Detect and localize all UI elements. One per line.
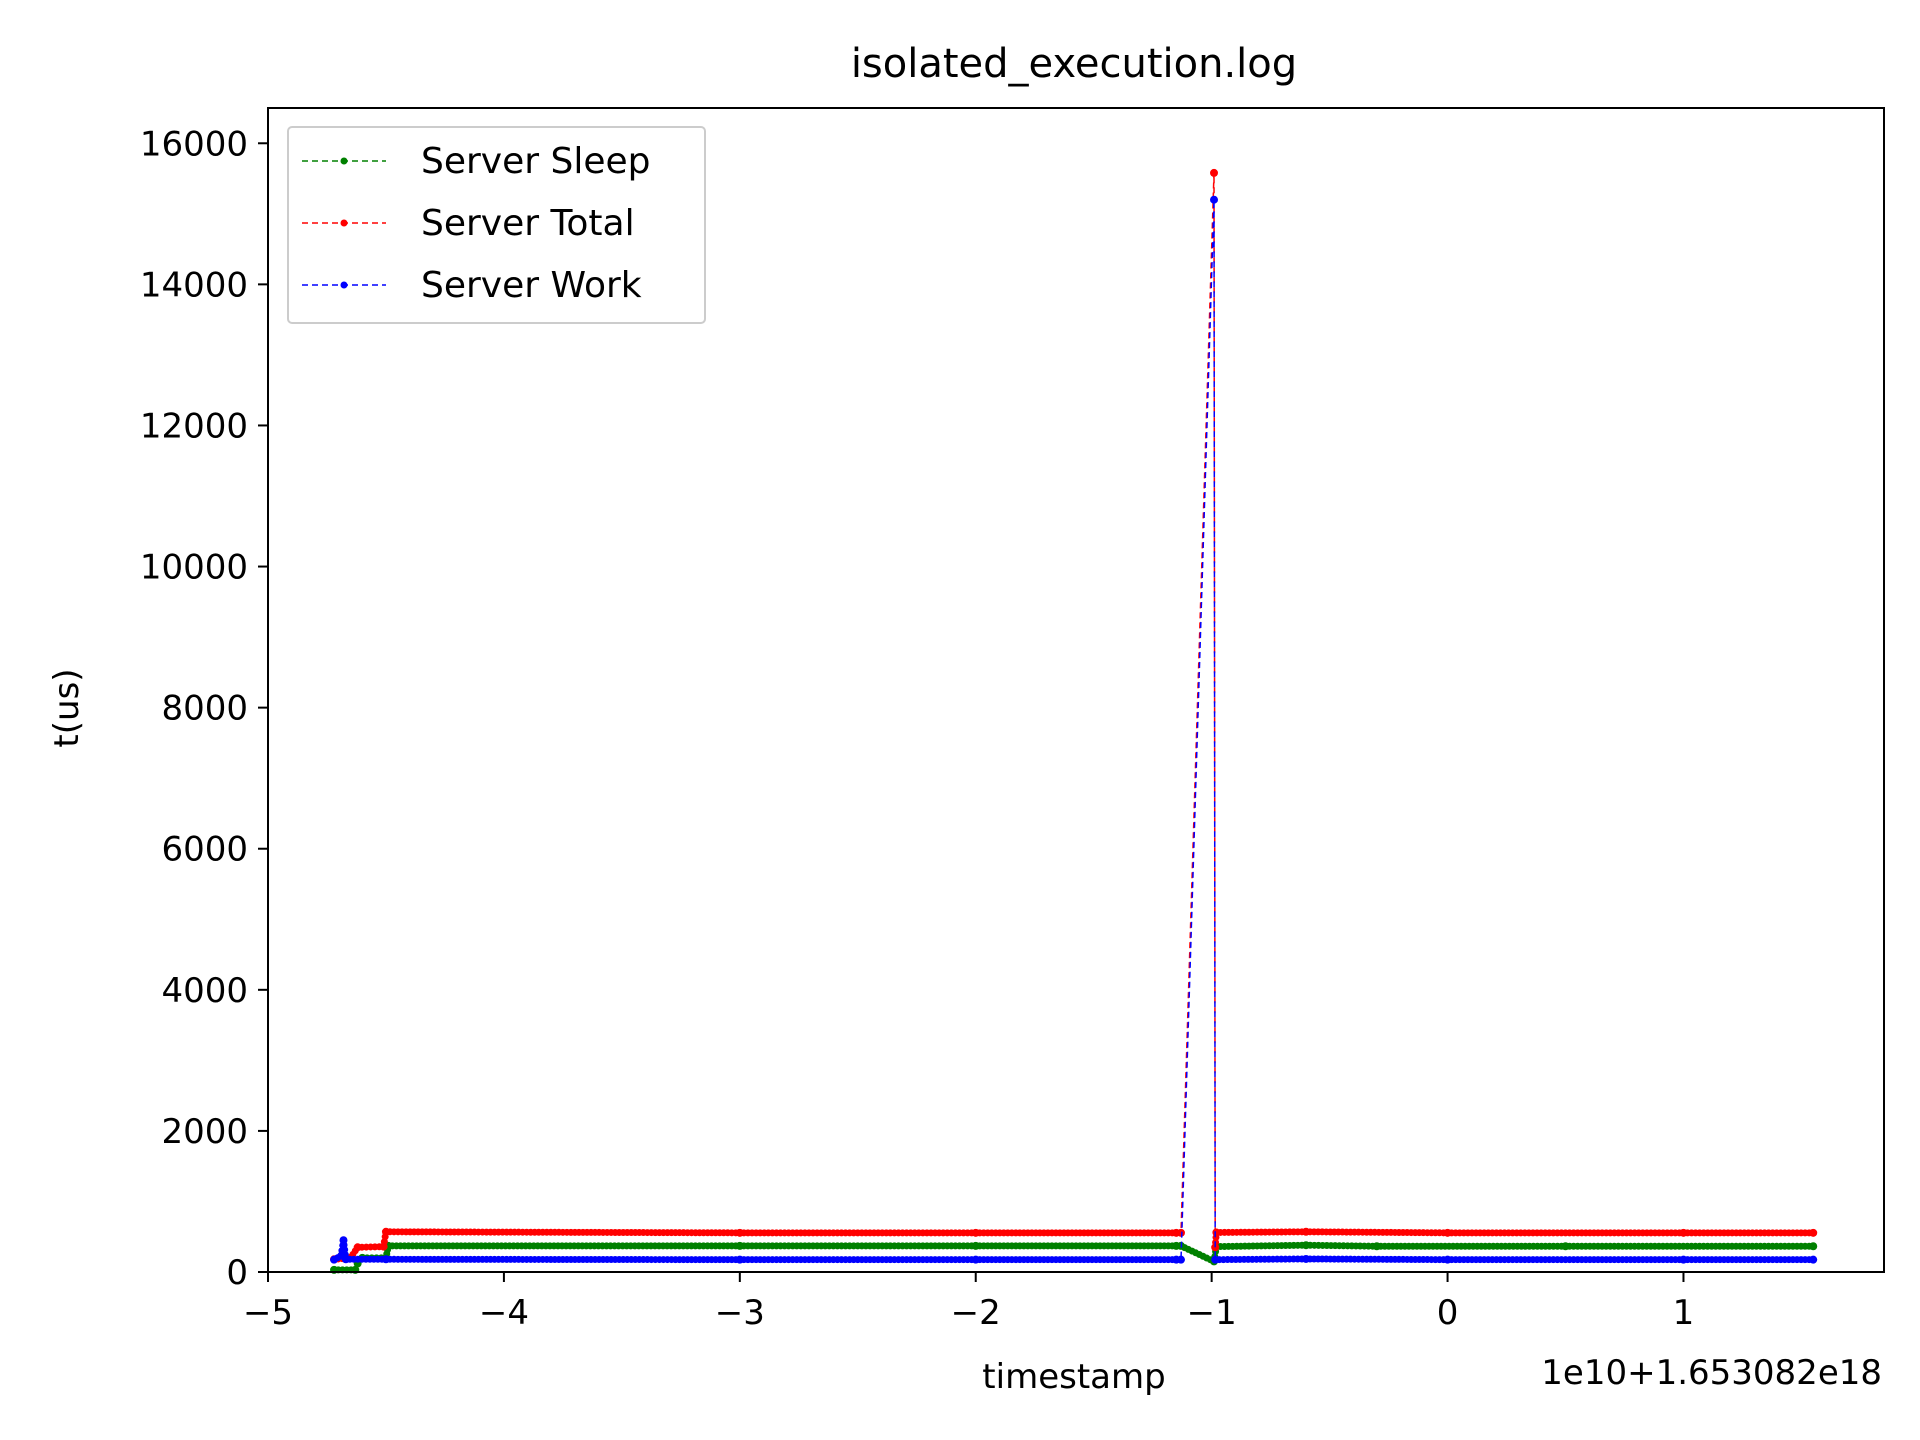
y-tick-label: 14000 bbox=[140, 265, 248, 305]
data-point bbox=[1210, 195, 1219, 204]
y-tick-label: 4000 bbox=[161, 971, 248, 1011]
y-tick-label: 0 bbox=[226, 1253, 248, 1293]
data-point bbox=[1176, 1255, 1185, 1264]
x-axis: −5 −4 −3 −2 −1 0 1 bbox=[243, 1272, 1694, 1333]
legend-label: Server Sleep bbox=[421, 141, 651, 182]
series-server-total bbox=[330, 168, 1818, 1264]
x-tick-label: 0 bbox=[1437, 1293, 1459, 1333]
legend-swatch-marker bbox=[340, 157, 348, 165]
data-point bbox=[1809, 1255, 1818, 1264]
y-tick-label: 6000 bbox=[161, 830, 248, 870]
legend-box bbox=[287, 126, 706, 324]
y-tick-label: 16000 bbox=[140, 124, 248, 164]
x-axis-offset-label: 1e10+1.653082e18 bbox=[1541, 1353, 1882, 1393]
legend-label: Server Total bbox=[421, 203, 635, 244]
y-tick-label: 2000 bbox=[161, 1112, 248, 1152]
y-tick-label: 8000 bbox=[161, 689, 248, 729]
legend-swatch-marker bbox=[340, 281, 348, 289]
data-point bbox=[1176, 1228, 1185, 1237]
plot-area bbox=[330, 168, 1818, 1274]
legend-item-server-total: Server Total bbox=[302, 203, 635, 244]
y-tick-label: 12000 bbox=[140, 406, 248, 446]
chart-title: isolated_execution.log bbox=[851, 41, 1297, 87]
legend-item-server-sleep: Server Sleep bbox=[302, 141, 651, 182]
x-tick-label: −4 bbox=[479, 1293, 529, 1333]
x-tick-label: 1 bbox=[1673, 1293, 1695, 1333]
x-tick-label: −5 bbox=[243, 1293, 293, 1333]
legend-item-server-work: Server Work bbox=[302, 265, 642, 306]
x-axis-label: timestamp bbox=[982, 1357, 1165, 1397]
x-tick-label: −3 bbox=[715, 1293, 765, 1333]
x-tick-label: −1 bbox=[1187, 1293, 1237, 1333]
legend-swatch-marker bbox=[340, 219, 348, 227]
y-axis: 0 2000 4000 6000 8000 10000 12000 14000 16000 bbox=[140, 124, 268, 1293]
data-point bbox=[1809, 1228, 1818, 1237]
plot-frame bbox=[267, 107, 1885, 1273]
y-tick-label: 10000 bbox=[140, 548, 248, 588]
series-server-work bbox=[330, 195, 1818, 1264]
legend-label: Server Work bbox=[421, 265, 642, 306]
data-point bbox=[1210, 168, 1219, 177]
y-axis-label: t(us) bbox=[47, 668, 87, 747]
x-tick-label: −2 bbox=[951, 1293, 1001, 1333]
data-point bbox=[1809, 1242, 1818, 1251]
legend: Server Sleep Server Total Server Work bbox=[287, 126, 706, 324]
